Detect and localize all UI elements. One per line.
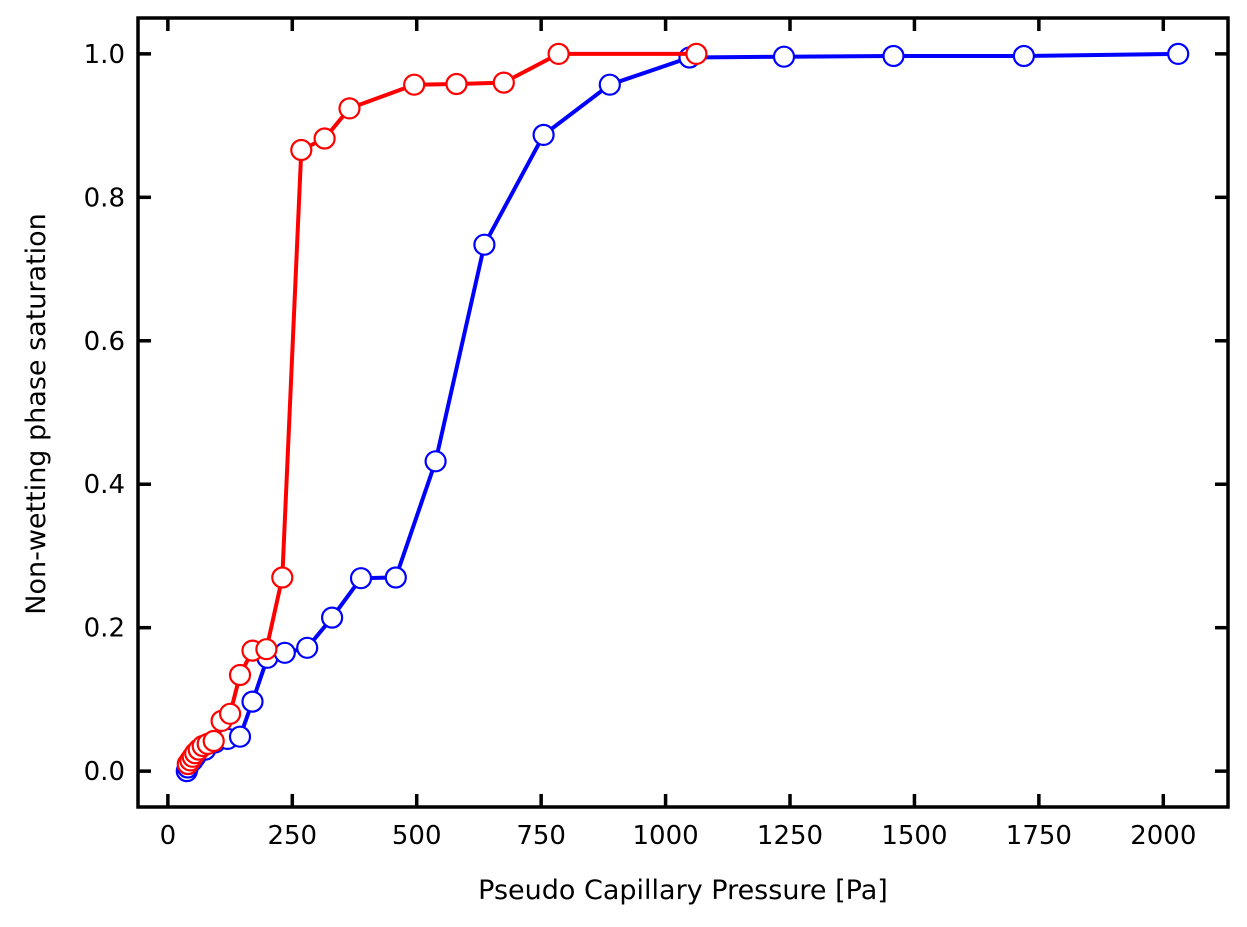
series-line	[184, 51, 1179, 772]
data-point	[547, 42, 570, 66]
data-point	[473, 233, 496, 256]
data-point	[228, 663, 252, 687]
y-tick-label: 0.4	[84, 470, 125, 500]
data-point	[1167, 42, 1190, 66]
data-point	[271, 566, 294, 589]
data-point	[296, 636, 319, 659]
x-tick-label: 1500	[881, 821, 947, 851]
data-point	[492, 71, 515, 94]
y-axis-label: Non-wetting phase saturation	[21, 213, 52, 615]
data-point	[313, 127, 336, 150]
data-point	[445, 72, 468, 96]
x-tick-label: 500	[392, 821, 442, 851]
y-tick-label: 0.8	[84, 183, 125, 213]
data-point	[772, 45, 796, 68]
plot-area-frame	[136, 16, 1230, 809]
data-point	[338, 97, 361, 120]
x-tick-label: 1000	[632, 821, 698, 851]
data-point	[882, 44, 905, 68]
data-point	[403, 73, 426, 96]
data-point	[1012, 44, 1036, 68]
x-tick-label: 2000	[1130, 821, 1196, 851]
x-tick-label: 1250	[757, 821, 823, 851]
y-tick-label: 0.6	[84, 327, 125, 357]
x-tick-label: 1750	[1006, 821, 1072, 851]
data-point	[349, 567, 373, 590]
axis-ticks: 0 250 500 750 1000 1250 1500 1750 2000 0.0 0.2 0.4 0…	[84, 18, 1228, 851]
data-point	[685, 42, 708, 66]
data-point	[241, 690, 264, 713]
data-point	[219, 702, 242, 725]
data-point	[598, 73, 621, 96]
x-tick-label: 750	[516, 821, 566, 851]
y-tick-label: 0.0	[84, 757, 125, 787]
x-tick-label: 0	[160, 821, 177, 851]
x-tick-label: 250	[267, 821, 317, 851]
data-point	[255, 638, 278, 661]
series-layer	[175, 42, 1190, 783]
data-point	[532, 123, 555, 146]
data-point	[290, 138, 313, 162]
data-point	[202, 729, 225, 753]
y-tick-label: 0.2	[84, 614, 125, 644]
data-point	[384, 566, 407, 589]
y-tick-label: 1.0	[84, 40, 125, 70]
data-point	[228, 725, 252, 748]
x-axis-label: Pseudo Capillary Pressure [Pa]	[478, 875, 888, 906]
series-0	[175, 42, 1190, 783]
data-point	[424, 450, 447, 473]
series-1	[176, 42, 708, 776]
data-point	[321, 606, 344, 629]
data-point	[273, 641, 296, 664]
